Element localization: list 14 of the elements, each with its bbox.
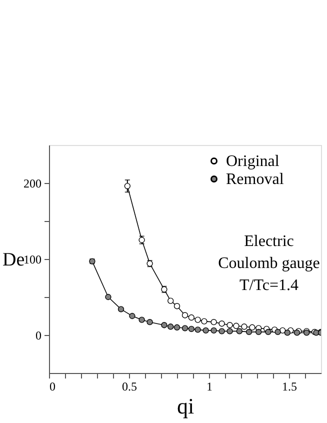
y-tick-label: 100 [24,252,42,266]
x-tick-label: 0 [50,380,56,394]
x-axis-title: qi [176,394,194,418]
annotation: T/Tc=1.4 [240,277,298,294]
annotation: Coulomb gauge [218,255,320,272]
annotation: Electric [244,233,294,250]
y-tick-label: 0 [36,328,42,342]
x-tick-label: 1 [206,380,212,394]
legend-label: Original [226,153,280,170]
y-axis-title: De [2,250,25,270]
x-tick-label: 0.5 [122,380,137,394]
y-tick-label: 200 [24,176,42,190]
legend-label: Removal [226,171,284,188]
x-tick-label: 1.5 [282,380,297,394]
